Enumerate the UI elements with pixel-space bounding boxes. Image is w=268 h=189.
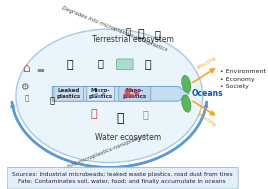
Text: ⚙: ⚙	[20, 82, 29, 92]
Ellipse shape	[16, 29, 203, 163]
Text: ⬛: ⬛	[24, 94, 28, 101]
Text: Nano-
plastics: Nano- plastics	[122, 88, 146, 99]
Text: 🍶: 🍶	[98, 58, 104, 68]
Text: 🧍: 🧍	[144, 60, 151, 70]
Ellipse shape	[182, 75, 191, 93]
Text: 🌱: 🌱	[138, 29, 145, 39]
Text: Affecting: Affecting	[196, 55, 218, 71]
Text: 🐄: 🐄	[155, 29, 161, 39]
Text: Oceans: Oceans	[191, 89, 223, 98]
Circle shape	[131, 94, 133, 97]
Circle shape	[136, 92, 138, 95]
Circle shape	[134, 90, 137, 93]
Text: ⌂: ⌂	[22, 62, 30, 75]
Text: Terrestrial ecosystem: Terrestrial ecosystem	[92, 35, 174, 44]
FancyBboxPatch shape	[7, 167, 238, 189]
FancyBboxPatch shape	[119, 86, 151, 101]
Circle shape	[125, 89, 128, 92]
Text: Sources: Industrial microbeads; leaked waste plastics, road dust from tires
Fate: Sources: Industrial microbeads; leaked w…	[12, 172, 233, 184]
Text: Water ecosystem: Water ecosystem	[95, 133, 161, 143]
Text: ⛵: ⛵	[90, 109, 97, 119]
FancyBboxPatch shape	[117, 59, 133, 70]
Circle shape	[124, 93, 127, 96]
Text: Leaked
plastics: Leaked plastics	[57, 88, 81, 99]
Text: 🐟: 🐟	[143, 109, 148, 119]
Text: Degrades into microplastics-nanoplastics: Degrades into microplastics-nanoplastics	[61, 5, 168, 53]
Text: • Society: • Society	[220, 84, 249, 89]
Text: Degrades into microplastics-nanoplastics: Degrades into microplastics-nanoplastics	[40, 133, 147, 180]
Text: 🐓: 🐓	[126, 27, 131, 36]
FancyArrow shape	[52, 86, 189, 101]
Circle shape	[129, 88, 131, 91]
Text: • Economy: • Economy	[220, 77, 255, 82]
Text: 🌿: 🌿	[66, 60, 73, 70]
FancyBboxPatch shape	[87, 86, 114, 101]
Text: 🐢: 🐢	[50, 96, 55, 105]
Ellipse shape	[182, 95, 191, 112]
Text: Affecting: Affecting	[196, 112, 218, 127]
Circle shape	[127, 92, 130, 95]
Text: ▬: ▬	[36, 66, 44, 75]
Text: Micro-
plastics: Micro- plastics	[89, 88, 113, 99]
Text: • Environment: • Environment	[220, 69, 266, 74]
Text: 🐧: 🐧	[116, 112, 124, 125]
FancyBboxPatch shape	[54, 86, 83, 101]
